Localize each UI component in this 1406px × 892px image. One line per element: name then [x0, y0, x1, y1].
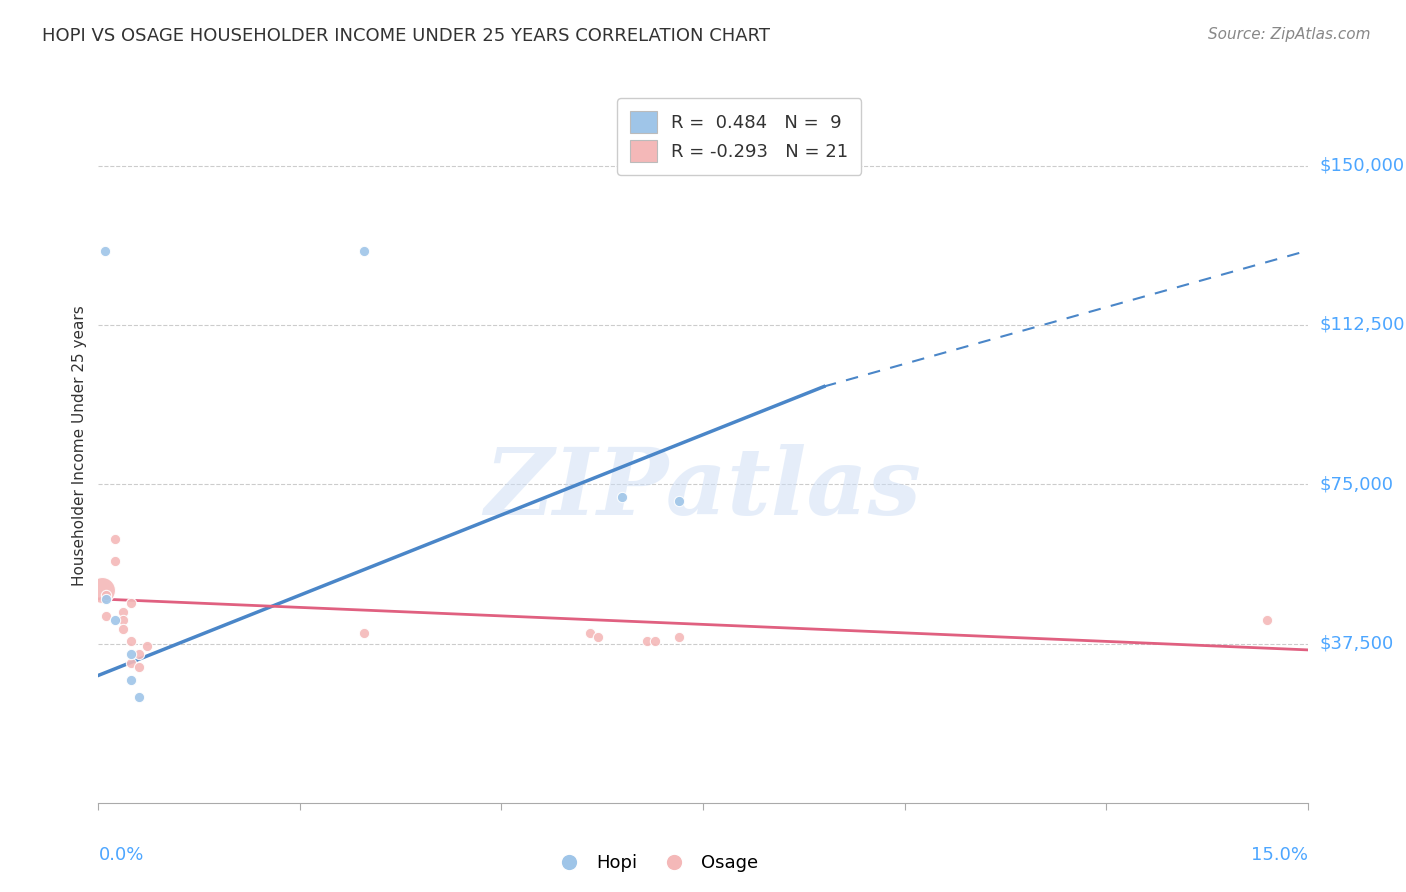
- Text: $37,500: $37,500: [1320, 634, 1393, 653]
- Text: $75,000: $75,000: [1320, 475, 1393, 493]
- Point: [103, 533, 125, 547]
- Text: Source: ZipAtlas.com: Source: ZipAtlas.com: [1208, 27, 1371, 42]
- Point: [644, 634, 666, 648]
- Point: [135, 639, 157, 653]
- Text: 15.0%: 15.0%: [1250, 846, 1308, 863]
- Point: [111, 605, 134, 619]
- Point: [586, 630, 609, 644]
- Point: [1256, 613, 1278, 627]
- Point: [353, 626, 375, 640]
- Point: [668, 494, 690, 508]
- Point: [103, 554, 125, 568]
- Point: [128, 660, 150, 674]
- Legend: Hopi, Osage: Hopi, Osage: [544, 847, 765, 880]
- Point: [636, 634, 658, 648]
- Point: [612, 490, 634, 504]
- Point: [120, 634, 142, 648]
- Point: [103, 613, 125, 627]
- Point: [94, 244, 117, 258]
- Text: ZIPatlas: ZIPatlas: [485, 444, 921, 533]
- Point: [96, 591, 118, 606]
- Point: [120, 673, 142, 687]
- Point: [96, 588, 118, 602]
- Point: [668, 630, 690, 644]
- Text: 0.0%: 0.0%: [98, 846, 143, 863]
- Point: [120, 656, 142, 670]
- Point: [96, 608, 118, 623]
- Text: HOPI VS OSAGE HOUSEHOLDER INCOME UNDER 25 YEARS CORRELATION CHART: HOPI VS OSAGE HOUSEHOLDER INCOME UNDER 2…: [42, 27, 770, 45]
- Point: [128, 647, 150, 661]
- Text: $150,000: $150,000: [1320, 157, 1405, 175]
- Y-axis label: Householder Income Under 25 years: Householder Income Under 25 years: [72, 306, 87, 586]
- Point: [111, 613, 134, 627]
- Point: [579, 626, 602, 640]
- Point: [120, 647, 142, 661]
- Point: [111, 622, 134, 636]
- Point: [128, 690, 150, 704]
- Point: [91, 583, 114, 598]
- Text: $112,500: $112,500: [1320, 316, 1405, 334]
- Point: [120, 596, 142, 610]
- Point: [353, 244, 375, 258]
